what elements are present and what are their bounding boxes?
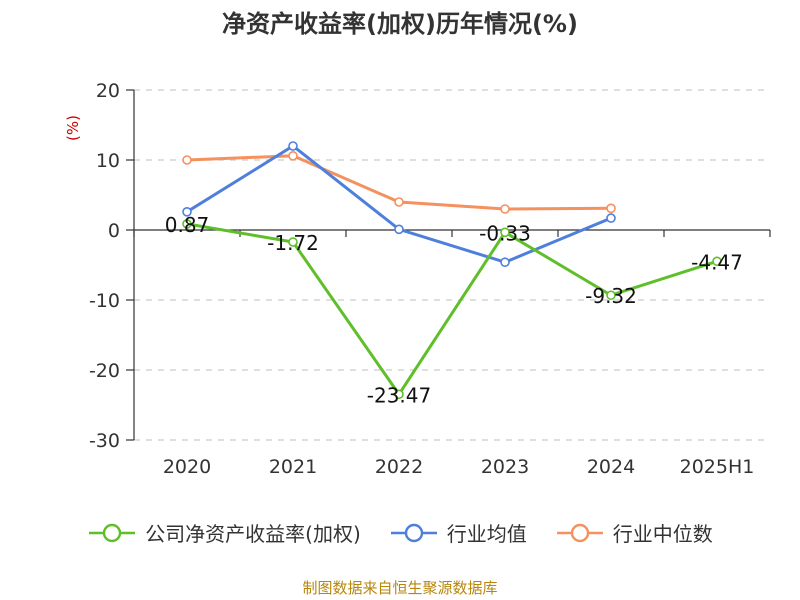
- x-tick-label: 2024: [587, 456, 635, 478]
- data-labels: 0.87 -1.72 -23.47 -0.33 -9.32 -4.47: [165, 213, 743, 407]
- data-label: -4.47: [691, 250, 743, 274]
- data-label: -0.33: [479, 221, 531, 245]
- y-tick-label: -20: [89, 360, 120, 382]
- x-tick-label: 2021: [269, 456, 317, 478]
- data-label: -9.32: [585, 284, 637, 308]
- data-label: -23.47: [367, 383, 431, 407]
- x-tick-label: 2023: [481, 456, 529, 478]
- data-point: [606, 213, 616, 223]
- data-label: -1.72: [267, 231, 319, 255]
- y-tick-label: -10: [89, 290, 120, 312]
- data-point: [288, 237, 298, 247]
- data-point: [288, 151, 298, 161]
- data-point: [394, 224, 404, 235]
- axes: 20 10 0 -10 -20 -30 2020 2021 2022 2023 2024 2025H1: [89, 80, 771, 478]
- legend: 公司净资产收益率(加权) 行业均值 行业中位数: [0, 518, 800, 547]
- y-tick-label: 10: [96, 150, 120, 172]
- x-tick-label: 2020: [163, 456, 211, 478]
- grid-lines: [134, 89, 770, 441]
- data-label: 0.87: [165, 213, 210, 237]
- data-point: [500, 257, 510, 268]
- legend-item[interactable]: 行业均值: [389, 518, 527, 547]
- data-point: [288, 141, 298, 151]
- series-lines: [182, 141, 722, 400]
- data-point: [500, 227, 510, 238]
- legend-swatch-icon: [390, 523, 437, 542]
- legend-label: 行业中位数: [612, 522, 713, 546]
- data-point: [182, 219, 192, 229]
- data-point: [182, 155, 192, 165]
- data-point: [606, 203, 616, 214]
- y-axis-label: (%): [64, 115, 82, 141]
- series-line: [186, 222, 718, 397]
- y-tick-label: 0: [108, 220, 120, 242]
- chart-title: 净资产收益率(加权)历年情况(%): [222, 10, 578, 38]
- legend-label: 行业均值: [446, 522, 527, 546]
- legend-swatch-icon: [89, 523, 136, 542]
- y-tick-label: -30: [89, 430, 120, 452]
- x-tick-label: 2025H1: [680, 456, 755, 478]
- data-point: [606, 290, 616, 301]
- legend-swatch-icon: [556, 523, 603, 542]
- data-point: [394, 197, 404, 207]
- data-point: [500, 204, 510, 214]
- data-point: [394, 389, 404, 400]
- legend-item[interactable]: 公司净资产收益率(加权): [87, 518, 361, 547]
- legend-item[interactable]: 行业中位数: [555, 518, 713, 547]
- y-tick-label: 20: [96, 80, 120, 102]
- legend-label: 公司净资产收益率(加权): [145, 522, 361, 546]
- data-point: [712, 256, 722, 267]
- source-note: 制图数据来自恒生聚源数据库: [302, 579, 498, 597]
- x-tick-label: 2022: [375, 456, 423, 478]
- data-point: [182, 207, 192, 217]
